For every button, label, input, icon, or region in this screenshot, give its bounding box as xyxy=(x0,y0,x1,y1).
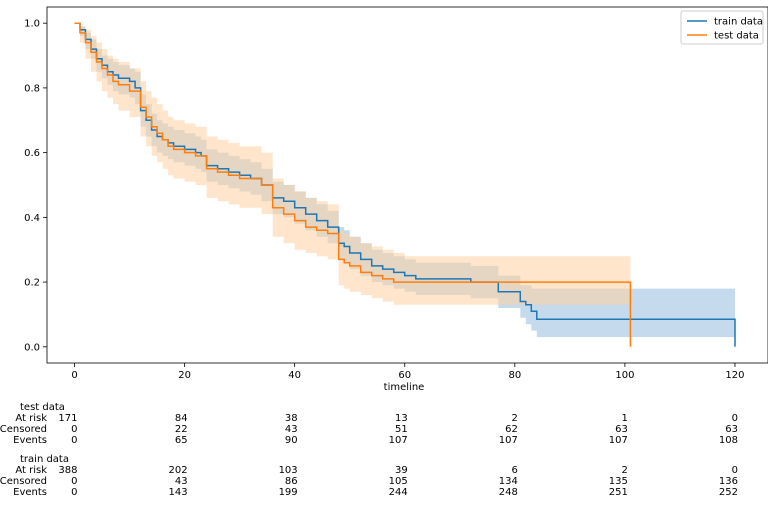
risk-table-block: train data At risk 388 202 103 39 6 2 0 Censored 0… xyxy=(0,454,768,506)
y-tick-label: 0.0 xyxy=(24,342,40,353)
x-axis-label: timeline xyxy=(384,382,425,393)
risk-cell: 43 xyxy=(174,476,188,487)
at-risk-table: test data At risk 171 84 38 13 2 1 0 Censored 0 22 4… xyxy=(0,402,768,506)
risk-cell: 51 xyxy=(395,424,408,435)
risk-cell: 134 xyxy=(498,476,518,487)
y-tick-label: 0.2 xyxy=(24,278,40,289)
legend: train data test data xyxy=(680,10,764,45)
confidence-band-1 xyxy=(74,23,631,305)
risk-cell: 0 xyxy=(71,424,78,435)
x-tick-label: 120 xyxy=(725,370,744,381)
risk-cell: 252 xyxy=(718,487,738,498)
risk-cell: 22 xyxy=(174,424,188,435)
y-axis-ticks: 0.0 0.2 0.4 0.6 0.8 1.0 xyxy=(24,19,47,353)
y-tick-label: 0.6 xyxy=(24,148,40,159)
risk-table-row: Events 0 65 90 107 107 107 108 xyxy=(0,435,768,446)
survival-line-1 xyxy=(74,22,632,347)
risk-cell: 2 xyxy=(511,413,518,424)
x-tick-label: 0 xyxy=(71,370,77,381)
x-tick-label: 40 xyxy=(288,370,301,381)
risk-cell: 108 xyxy=(718,435,738,446)
x-tick-label: 100 xyxy=(615,370,634,381)
x-axis-ticks: 0 20 40 60 80 100 120 xyxy=(71,363,745,381)
risk-cell: 103 xyxy=(278,465,298,476)
survival-curves xyxy=(74,22,736,347)
risk-cell: 38 xyxy=(284,413,298,424)
risk-cell: 107 xyxy=(608,435,628,446)
risk-cell: 105 xyxy=(388,476,408,487)
risk-cell: 107 xyxy=(498,435,518,446)
risk-row-label: At risk xyxy=(15,465,47,476)
risk-cell: 143 xyxy=(168,487,188,498)
risk-table-row: Censored 0 43 86 105 134 135 136 xyxy=(0,476,768,487)
risk-cell: 39 xyxy=(395,465,408,476)
risk-row-label: Censored xyxy=(0,476,47,487)
risk-cell: 0 xyxy=(71,476,78,487)
risk-cell: 0 xyxy=(71,435,78,446)
y-tick-label: 1.0 xyxy=(24,19,40,30)
legend-entry: test data xyxy=(714,31,759,42)
risk-cell: 107 xyxy=(388,435,408,446)
risk-cell: 244 xyxy=(388,487,408,498)
risk-table-row: At risk 388 202 103 39 6 2 0 xyxy=(0,465,768,476)
risk-cell: 65 xyxy=(174,435,188,446)
plot-area xyxy=(46,6,768,364)
risk-cell: 1 xyxy=(621,413,628,424)
y-tick-label: 0.8 xyxy=(24,83,40,94)
risk-row-label: Events xyxy=(13,435,47,446)
risk-cell: 0 xyxy=(731,413,738,424)
risk-cell: 248 xyxy=(498,487,518,498)
risk-table-block: test data At risk 171 84 38 13 2 1 0 Censored 0 22 4… xyxy=(0,402,768,454)
risk-cell: 0 xyxy=(731,465,738,476)
risk-cell: 2 xyxy=(621,465,628,476)
risk-table-row: At risk 171 84 38 13 2 1 0 xyxy=(0,413,768,424)
y-tick-label: 0.4 xyxy=(24,213,40,224)
risk-table-row: Events 0 143 199 244 248 251 252 xyxy=(0,487,768,498)
risk-cell: 136 xyxy=(718,476,738,487)
risk-cell: 62 xyxy=(505,424,518,435)
risk-cell: 388 xyxy=(58,465,78,476)
x-tick-label: 60 xyxy=(398,370,411,381)
risk-row-label: At risk xyxy=(15,413,47,424)
risk-cell: 63 xyxy=(615,424,628,435)
risk-cell: 0 xyxy=(71,487,78,498)
risk-cell: 43 xyxy=(284,424,298,435)
risk-cell: 90 xyxy=(284,435,298,446)
risk-row-label: Events xyxy=(13,487,47,498)
risk-cell: 86 xyxy=(284,476,298,487)
risk-cell: 84 xyxy=(174,413,188,424)
risk-cell: 13 xyxy=(395,413,408,424)
risk-table-row: Censored 0 22 43 51 62 63 63 xyxy=(0,424,768,435)
x-tick-label: 20 xyxy=(178,370,191,381)
survival-line-0 xyxy=(74,22,736,347)
risk-cell: 171 xyxy=(58,413,78,424)
risk-cell: 199 xyxy=(278,487,298,498)
confidence-bands xyxy=(74,23,735,338)
risk-cell: 135 xyxy=(608,476,628,487)
risk-table-title: test data xyxy=(20,402,65,413)
x-tick-label: 80 xyxy=(508,370,521,381)
risk-table-title: train data xyxy=(20,454,69,465)
risk-cell: 63 xyxy=(725,424,738,435)
risk-cell: 6 xyxy=(511,465,518,476)
survival-chart: 0 20 40 60 80 100 120 0.0 0.2 0.4 0.6 0.8 1.0 timel… xyxy=(24,6,768,393)
risk-cell: 251 xyxy=(608,487,628,498)
legend-entry: train data xyxy=(714,17,763,28)
risk-cell: 202 xyxy=(168,465,188,476)
risk-row-label: Censored xyxy=(0,424,47,435)
